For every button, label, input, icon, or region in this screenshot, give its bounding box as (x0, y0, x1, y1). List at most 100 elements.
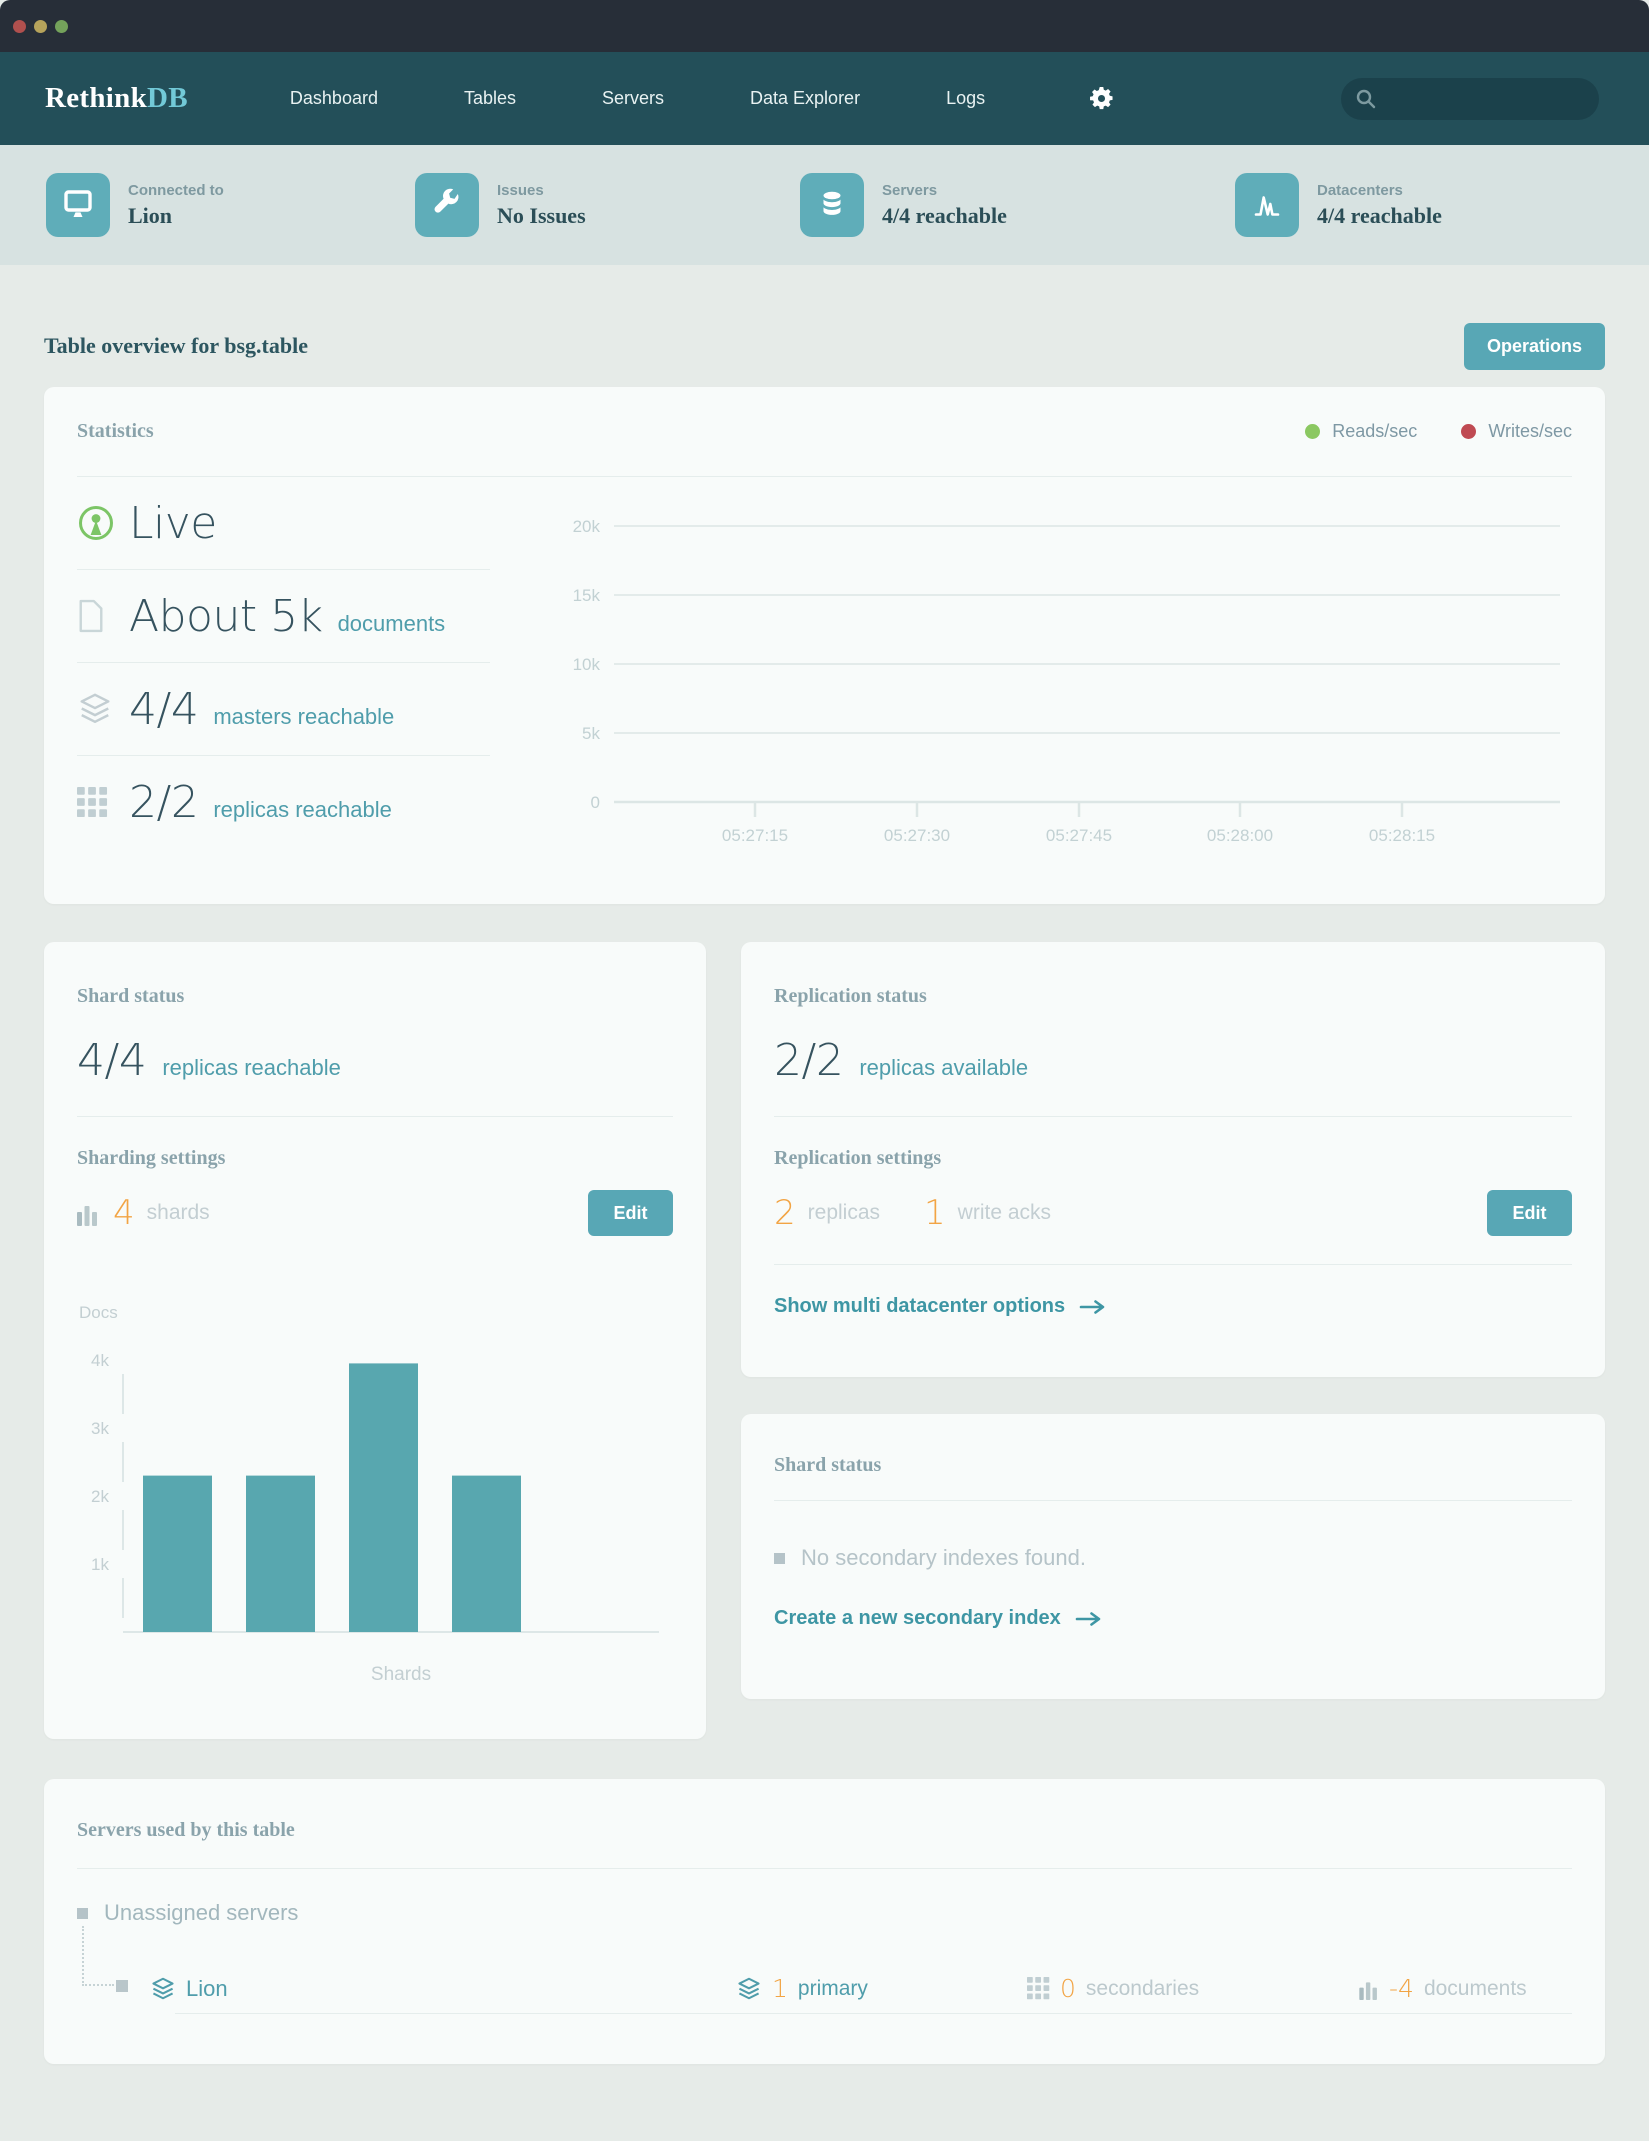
documents-count: -4 (1389, 1974, 1414, 2003)
sharding-settings-title: Sharding settings (77, 1147, 226, 1169)
arrow-right-icon (1075, 1611, 1103, 1627)
search-icon (1355, 88, 1377, 110)
y-tick: 5k (582, 724, 600, 743)
shards-label: shards (146, 1201, 210, 1224)
replicas-setting-count: 2 (774, 1193, 796, 1233)
live-status: Live (129, 497, 217, 549)
layers-teal-icon (736, 1977, 762, 2001)
chart-legend: Reads/sec Writes/sec (1305, 421, 1572, 442)
tree-connector (82, 1926, 114, 1986)
status-label: Servers (882, 181, 938, 199)
y-tick: 20k (573, 517, 601, 536)
stat-row-replicas: 2/2 replicas reachable (77, 756, 490, 849)
database-icon (800, 173, 864, 237)
server-row: Lion 1 primary (77, 1926, 1572, 2003)
x-tick: 05:27:30 (884, 826, 950, 845)
shard-bar (349, 1363, 418, 1632)
status-value: 4/4 reachable (882, 202, 1007, 228)
shard-bar (452, 1475, 521, 1632)
y-tick: 15k (573, 586, 601, 605)
bars-icon (1359, 1978, 1379, 2000)
nav-items: Dashboard Tables Servers Data Explorer L… (290, 88, 985, 109)
window-close-button[interactable] (13, 19, 26, 33)
shards-count: 4 (113, 1193, 135, 1233)
status-label: Datacenters (1317, 181, 1403, 199)
arrow-right-icon (1079, 1299, 1107, 1315)
y-tick: 10k (573, 655, 601, 674)
shards-bar-chart: Docs 4k 3k 2k 1k Shards (77, 1288, 673, 1693)
statistics-stats-column: Live About 5k documents (77, 477, 490, 854)
nav-item-data-explorer[interactable]: Data Explorer (750, 88, 861, 108)
window-titlebar (0, 0, 1649, 52)
live-broadcast-icon (77, 504, 119, 542)
servers-used-title: Servers used by this table (77, 1819, 295, 1841)
document-icon (77, 598, 119, 634)
writes-dot-icon (1461, 424, 1477, 439)
servers-used-panel: Servers used by this table Unassigned se… (44, 1779, 1605, 2064)
nav-item-tables[interactable]: Tables (463, 88, 516, 108)
create-secondary-index-label: Create a new secondary index (774, 1607, 1061, 1629)
app-logo[interactable]: RethinkDB (45, 82, 188, 115)
settings-gear-icon[interactable] (1089, 86, 1114, 111)
top-navbar: RethinkDB Dashboard Tables Servers Data … (0, 52, 1649, 145)
bar-y-tick: 2k (91, 1487, 109, 1506)
documents-label: documents (1423, 1976, 1527, 2000)
shard-replicas-count: 4/4 (77, 1035, 147, 1086)
window-minimize-button[interactable] (34, 19, 47, 33)
replication-replicas-count: 2/2 (774, 1035, 844, 1086)
server-name-link[interactable]: Lion (186, 1975, 228, 2001)
replication-settings-title: Replication settings (774, 1147, 942, 1169)
operations-button[interactable]: Operations (1464, 322, 1605, 370)
search-box[interactable] (1341, 77, 1599, 120)
search-input[interactable] (1385, 89, 1575, 108)
grid-icon (1027, 1977, 1050, 2000)
window-zoom-button[interactable] (55, 19, 68, 33)
datacenter-graph-icon (1235, 173, 1299, 237)
x-tick: 05:28:15 (1369, 826, 1435, 845)
legend-reads-label: Reads/sec (1332, 421, 1418, 441)
nav-item-dashboard[interactable]: Dashboard (289, 88, 378, 108)
legend-writes: Writes/sec (1461, 421, 1572, 442)
statistics-title: Statistics (77, 420, 154, 442)
square-bullet-icon (116, 1980, 128, 1992)
replication-replicas-label: replicas available (859, 1055, 1029, 1080)
x-tick: 05:28:00 (1207, 826, 1273, 845)
x-tick: 05:27:15 (722, 826, 788, 845)
nav-item-logs[interactable]: Logs (946, 88, 986, 108)
bar-y-tick: 1k (91, 1555, 109, 1574)
multi-datacenter-link[interactable]: Show multi datacenter options (774, 1295, 1572, 1318)
primary-count-cell: 1 primary (736, 1974, 1027, 2003)
primary-label: primary (797, 1976, 868, 2000)
replication-edit-button[interactable]: Edit (1487, 1190, 1572, 1236)
page-header: Table overview for bsg.table Operations (44, 322, 1605, 370)
stat-row-masters: 4/4 masters reachable (77, 663, 490, 756)
replicas-setting-label: replicas (807, 1201, 881, 1224)
logo-suffix: DB (147, 82, 188, 114)
status-value: Lion (128, 202, 173, 228)
nav-item-servers[interactable]: Servers (602, 88, 665, 108)
stat-row-documents: About 5k documents (77, 570, 490, 663)
no-secondary-indexes-message: No secondary indexes found. (801, 1545, 1086, 1570)
create-secondary-index-link[interactable]: Create a new secondary index (774, 1607, 1572, 1630)
page-content: Table overview for bsg.table Operations … (0, 322, 1649, 2064)
status-item-servers: Servers 4/4 reachable (800, 173, 1235, 237)
statistics-header: Statistics Reads/sec Writes/sec (77, 387, 1572, 477)
no-secondary-indexes-row: No secondary indexes found. (774, 1545, 1572, 1571)
shard-bar (246, 1475, 315, 1632)
bar-y-tick: 3k (91, 1419, 109, 1438)
y-tick: 0 (591, 793, 600, 812)
primary-count: 1 (772, 1974, 788, 2003)
wrench-icon (415, 173, 479, 237)
reads-dot-icon (1305, 424, 1321, 439)
sharding-edit-button[interactable]: Edit (588, 1190, 673, 1236)
status-value: 4/4 reachable (1317, 202, 1442, 228)
secondary-indexes-title: Shard status (774, 1454, 882, 1476)
legend-writes-label: Writes/sec (1488, 421, 1572, 441)
status-label: Connected to (128, 181, 224, 199)
documents-label: documents (337, 610, 446, 636)
shard-status-panel: Shard status 4/4 replicas reachable Shar… (44, 942, 706, 1739)
status-item-datacenters: Datacenters 4/4 reachable (1235, 173, 1442, 237)
replicas-count: 2/2 (129, 777, 199, 828)
replicas-label: replicas reachable (213, 797, 392, 822)
replication-status-panel: Replication status 2/2 replicas availabl… (741, 942, 1605, 1377)
